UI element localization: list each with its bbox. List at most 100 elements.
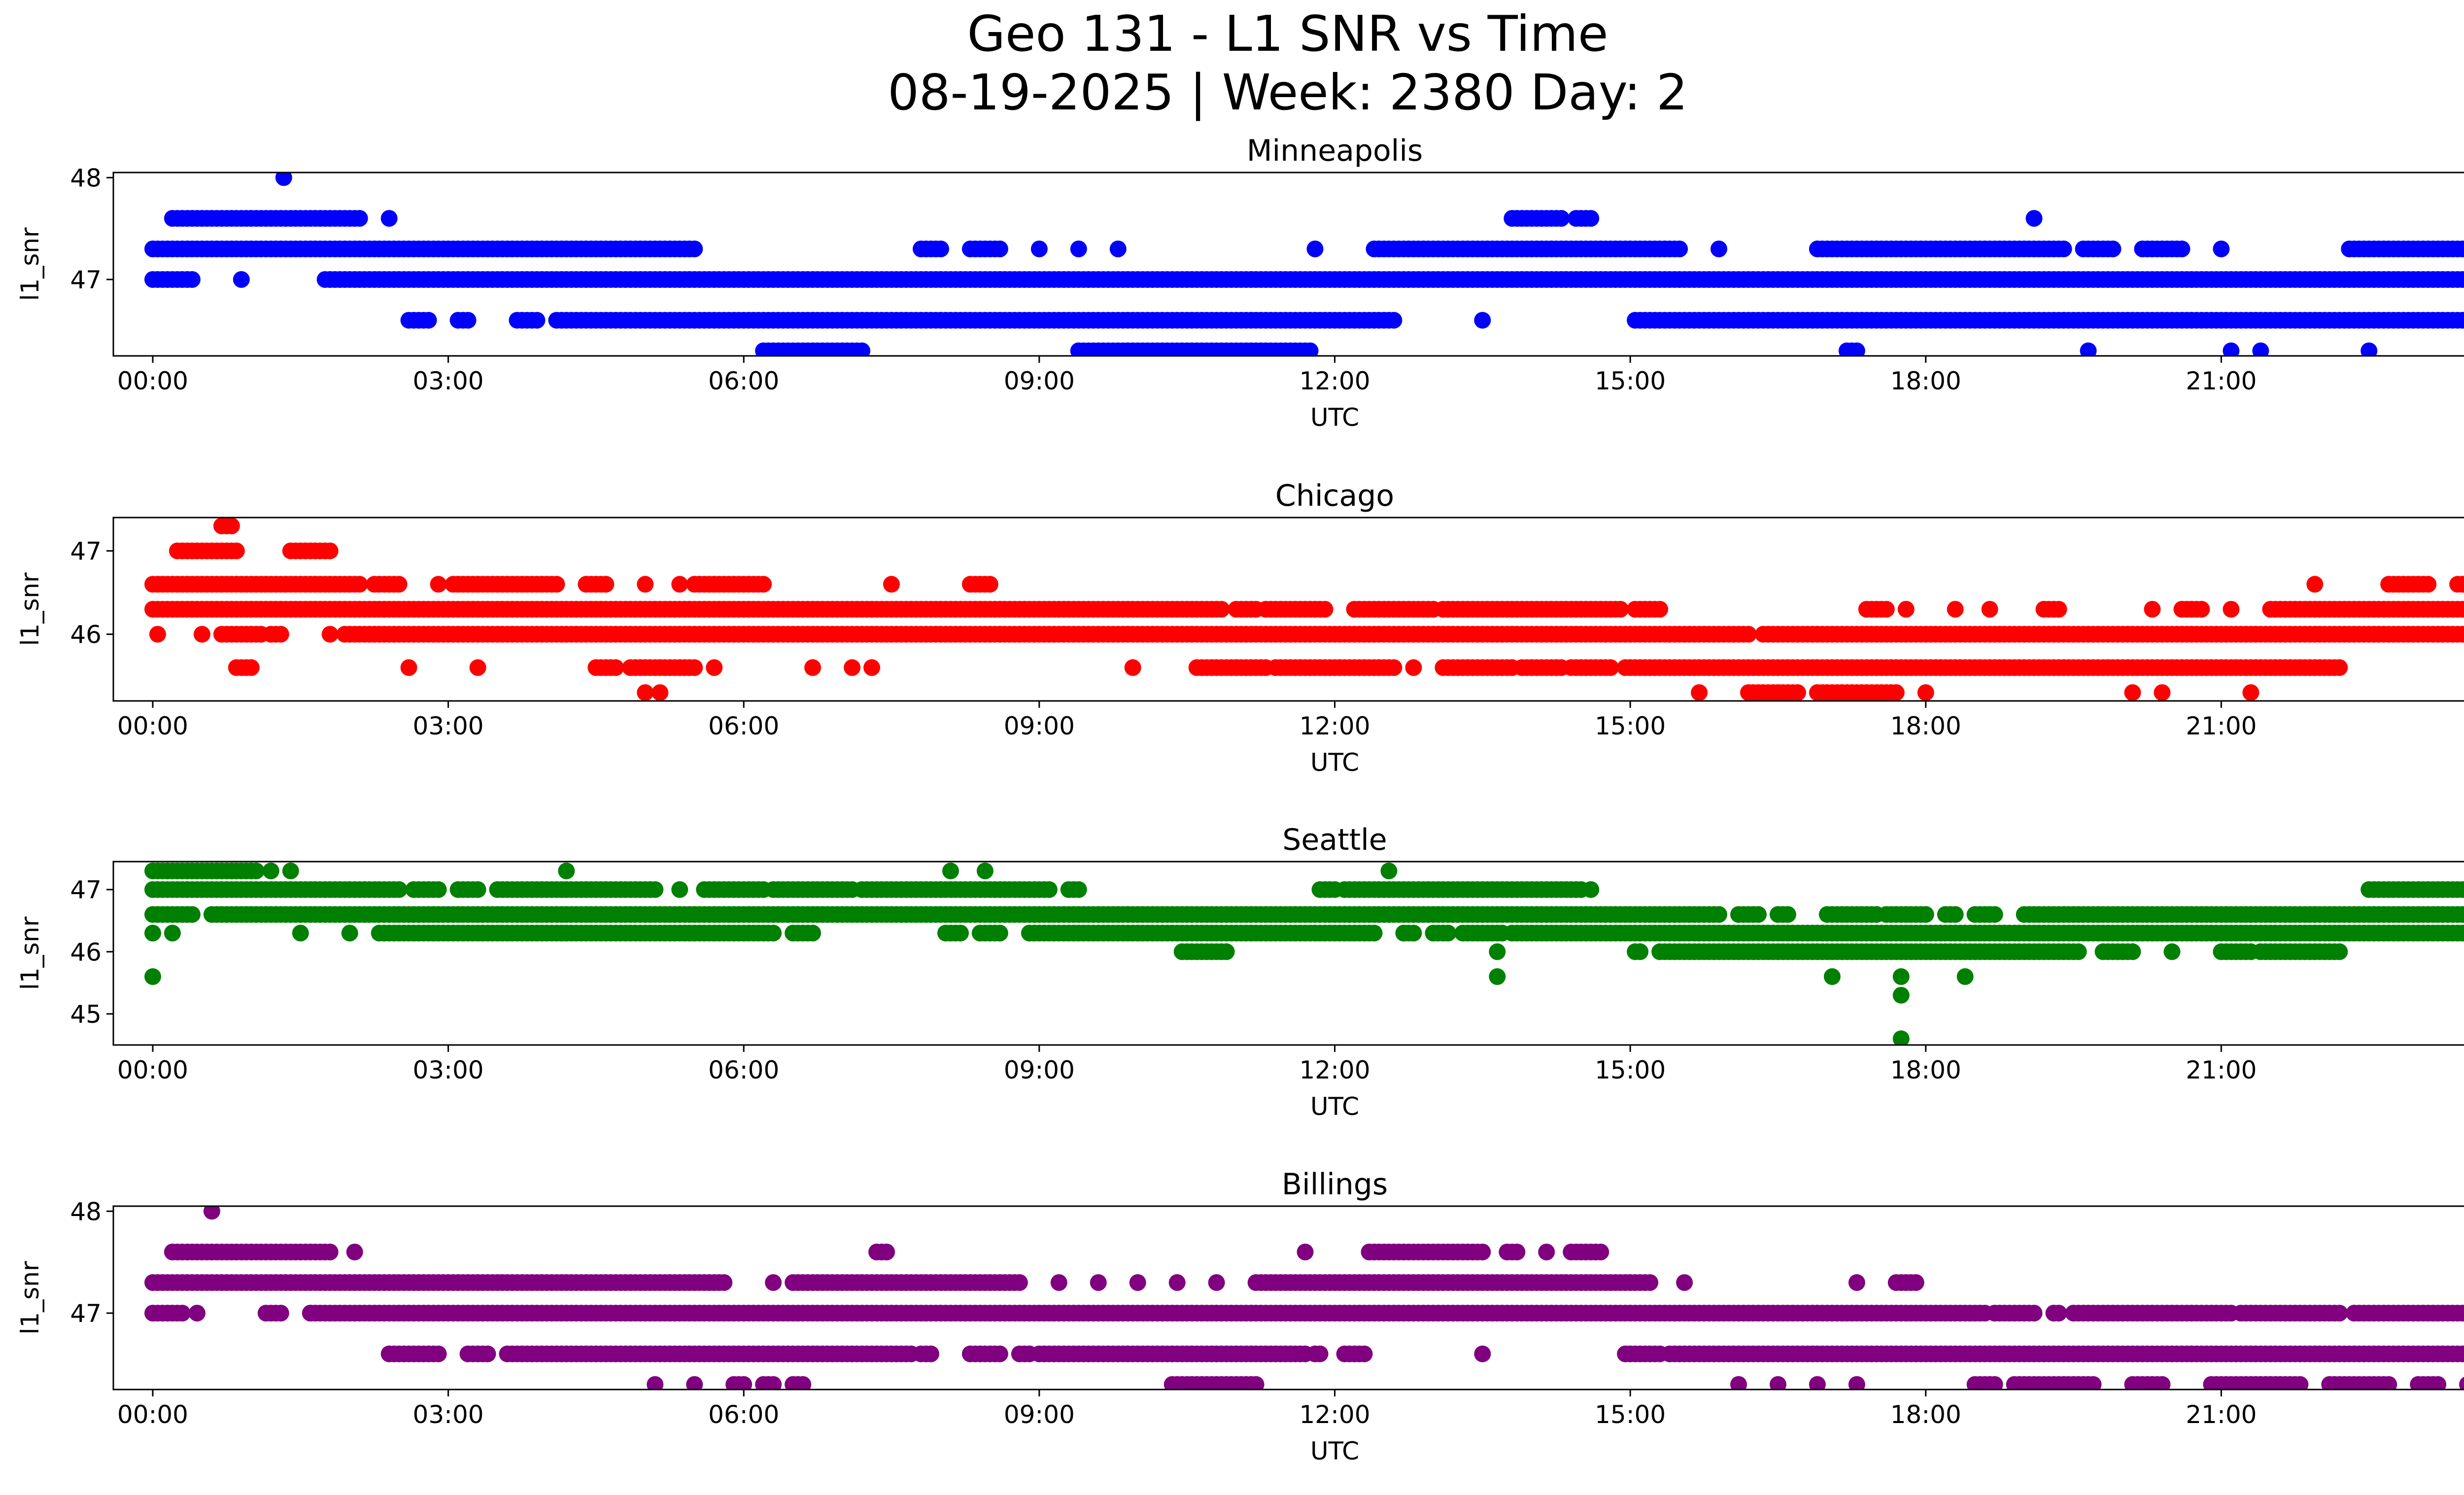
data-point [2459, 626, 2464, 642]
data-point [2124, 684, 2141, 701]
data-point [976, 862, 993, 879]
data-point [1489, 968, 1506, 985]
x-tick-label: 06:00 [708, 1056, 779, 1084]
data-point [671, 576, 688, 593]
data-point [1892, 1030, 1910, 1045]
data-point [1553, 210, 1570, 227]
data-point [1582, 881, 1600, 898]
data-point [1917, 906, 1934, 923]
data-point [2420, 576, 2437, 593]
data-point [1917, 684, 1934, 701]
data-point [430, 881, 447, 898]
data-point [1789, 684, 1806, 701]
y-tick-label: 45 [70, 1000, 102, 1029]
data-point [188, 1305, 205, 1321]
data-point [144, 925, 161, 941]
x-tick-label: 06:00 [708, 712, 779, 740]
data-point [1070, 241, 1087, 257]
data-point [193, 626, 210, 643]
data-point [1356, 1345, 1373, 1362]
x-axis-label: UTC [1310, 1092, 1359, 1121]
x-tick-label: 03:00 [413, 712, 484, 740]
data-point [651, 684, 669, 701]
data-point [804, 659, 821, 676]
data-point [1489, 943, 1506, 960]
data-point [1168, 1274, 1186, 1291]
data-point [2193, 601, 2210, 618]
data-point [164, 925, 181, 941]
data-point [1385, 312, 1403, 329]
data-point [2080, 342, 2097, 356]
data-point [597, 576, 615, 593]
data-point [883, 576, 900, 593]
x-tick-label: 21:00 [2186, 1056, 2257, 1084]
panel-chicago: 00:00 03:00 06:00 09:00 12:00 15:00 18:00 21:00… [16, 479, 2464, 777]
data-point [1947, 906, 1964, 923]
data-point [1538, 1244, 1555, 1260]
data-point [2361, 342, 2378, 356]
data-point [1779, 906, 1796, 923]
x-tick-label: 09:00 [1004, 712, 1075, 740]
data-point [607, 659, 624, 676]
data-point [863, 659, 881, 676]
data-point [2459, 1346, 2464, 1362]
data-point [144, 968, 161, 985]
data-point [1474, 1345, 1491, 1362]
data-point [479, 1345, 496, 1362]
data-point [1711, 906, 1727, 923]
data-point [2306, 576, 2324, 593]
data-point [686, 659, 703, 676]
data-point [942, 862, 959, 879]
data-point [1439, 925, 1457, 941]
x-axis-label: UTC [1310, 403, 1359, 432]
x-tick-label: 09:00 [1004, 1056, 1075, 1084]
data-point [233, 271, 250, 288]
data-point [2025, 210, 2043, 227]
data-point [430, 1345, 447, 1362]
data-point [991, 1345, 1008, 1362]
x-tick-label: 03:00 [413, 367, 484, 395]
x-tick-label: 18:00 [1890, 712, 1961, 740]
data-point [242, 659, 260, 676]
data-point [1301, 342, 1319, 356]
data-point [1129, 1274, 1146, 1291]
y-tick-label: 47 [70, 266, 102, 294]
data-point [1823, 968, 1841, 985]
data-point [228, 542, 245, 559]
data-point [2104, 241, 2122, 257]
data-point [528, 312, 546, 329]
data-point [2331, 659, 2348, 676]
data-point [2070, 943, 2087, 960]
data-point [2213, 241, 2230, 257]
x-tick-label: 12:00 [1299, 712, 1370, 740]
data-point [1405, 925, 1422, 941]
x-tick-label: 06:00 [708, 367, 779, 395]
data-point [321, 542, 339, 559]
data-point [1642, 1274, 1659, 1291]
data-point [932, 241, 949, 257]
data-point [1897, 601, 1915, 618]
data-point [1050, 1274, 1067, 1291]
data-point [991, 925, 1008, 941]
data-point [1740, 626, 1757, 643]
data-point [1124, 659, 1141, 676]
data-point [1892, 987, 1910, 1004]
x-tick-label: 21:00 [2186, 712, 2257, 740]
data-point [346, 1244, 363, 1260]
data-point [765, 1274, 782, 1291]
data-point [2025, 1305, 2043, 1321]
data-point [686, 241, 703, 257]
x-axis-label: UTC [1310, 748, 1359, 777]
data-point [2331, 943, 2348, 960]
data-point [2331, 1305, 2348, 1321]
data-point [272, 626, 289, 643]
data-point [878, 1244, 895, 1260]
data-point [1986, 906, 2003, 923]
x-tick-label: 00:00 [117, 1056, 188, 1084]
data-point [844, 659, 861, 676]
data-point [2459, 313, 2464, 328]
data-point [262, 862, 279, 879]
data-point [804, 925, 821, 941]
data-point [1070, 881, 1087, 898]
data-point [183, 906, 201, 923]
